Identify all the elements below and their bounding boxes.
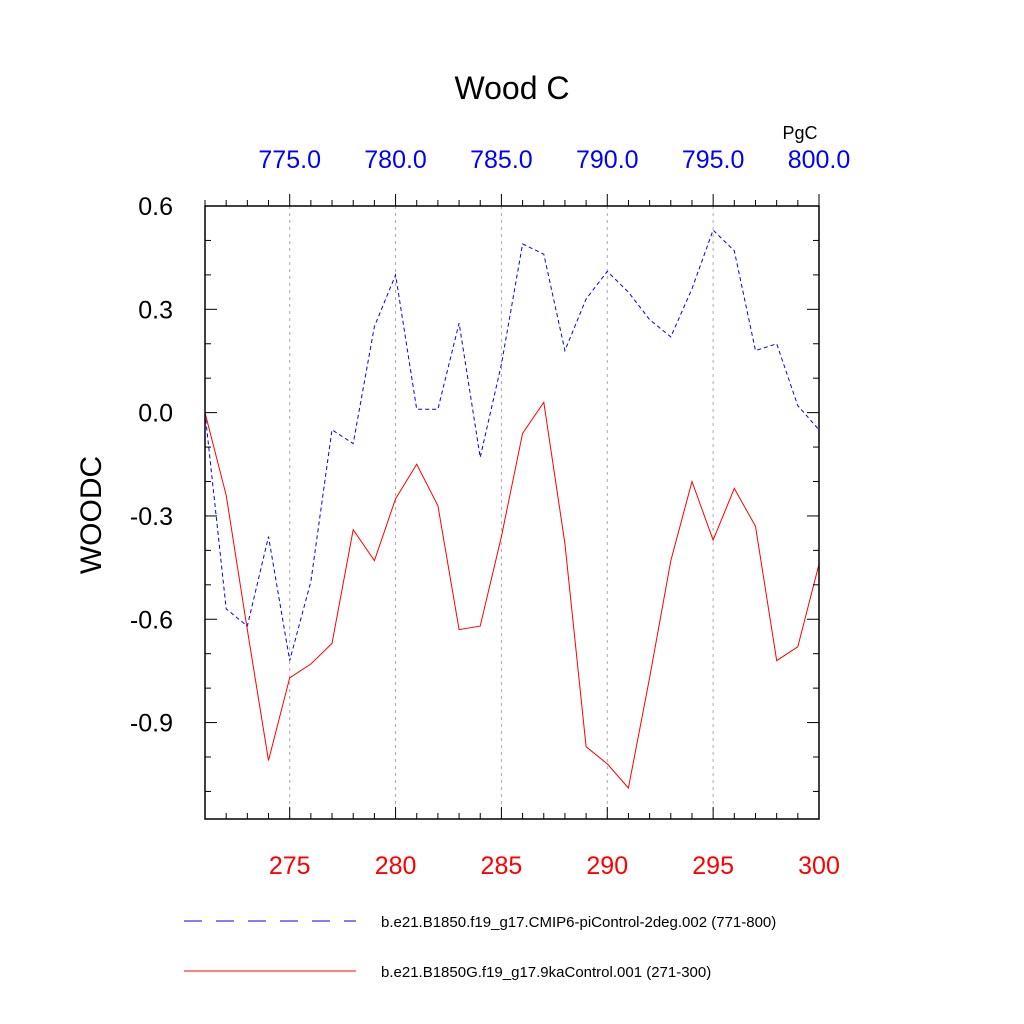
y-axis-label: WOODC <box>75 456 108 574</box>
x-tick-label-top: 775.0 <box>258 146 321 174</box>
x-tick-label-bottom: 280 <box>375 852 417 880</box>
series-line-blue-dashed <box>204 229 820 661</box>
series-lines <box>204 229 820 790</box>
x-tick-label-bottom: 295 <box>692 852 734 880</box>
y-tick-label: 0.3 <box>138 296 173 324</box>
grid-lines <box>289 206 714 819</box>
x-tick-label-top: 800.0 <box>788 146 851 174</box>
axis-ticks <box>204 194 820 819</box>
y-tick-label: -0.3 <box>130 503 173 531</box>
y-tick-label: 0.0 <box>138 400 173 428</box>
legend: b.e21.B1850.f19_g17.CMIP6-piControl-2deg… <box>184 914 776 981</box>
x-tick-label-bottom: 300 <box>798 852 840 880</box>
x-tick-label-top: 795.0 <box>682 146 745 174</box>
y-tick-label: -0.9 <box>130 710 173 738</box>
y-tick-label: 0.6 <box>138 193 173 221</box>
plot-frame <box>204 205 820 820</box>
series-line-red-solid <box>204 400 820 790</box>
x-tick-label-top: 780.0 <box>364 146 427 174</box>
x-tick-label-bottom: 290 <box>586 852 628 880</box>
x-tick-label-bottom: 275 <box>269 852 311 880</box>
chart-title: Wood C <box>454 70 569 106</box>
tick-labels: 275 280 285 290 295 300 775.0 780.0 785.0 790.0 79… <box>130 146 850 880</box>
y-tick-label: -0.6 <box>130 606 173 634</box>
legend-label: b.e21.B1850G.f19_g17.9kaControl.001 (271… <box>381 964 711 981</box>
x-tick-label-bottom: 285 <box>481 852 523 880</box>
x-tick-label-top: 785.0 <box>470 146 533 174</box>
units-label: PgC <box>782 123 817 143</box>
legend-label: b.e21.B1850.f19_g17.CMIP6-piControl-2deg… <box>381 914 776 931</box>
x-tick-label-top: 790.0 <box>576 146 639 174</box>
